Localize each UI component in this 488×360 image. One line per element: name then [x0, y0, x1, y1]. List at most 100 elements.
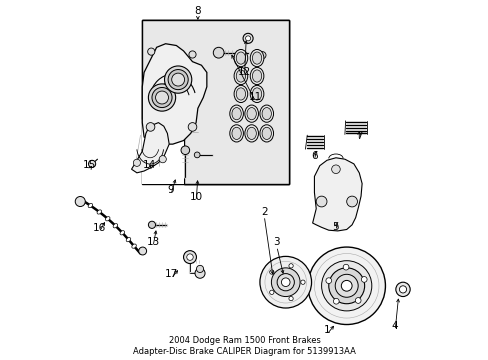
Text: 2: 2: [261, 207, 267, 217]
Text: 8: 8: [194, 6, 201, 16]
Circle shape: [148, 84, 175, 111]
Text: 11: 11: [248, 92, 262, 102]
Ellipse shape: [113, 224, 118, 228]
Circle shape: [277, 274, 294, 291]
Ellipse shape: [252, 70, 261, 82]
Polygon shape: [142, 44, 206, 144]
Circle shape: [133, 159, 140, 166]
Circle shape: [331, 165, 340, 174]
Text: 1: 1: [323, 325, 329, 335]
Text: 13: 13: [146, 237, 160, 247]
Circle shape: [321, 261, 371, 311]
Ellipse shape: [246, 127, 256, 139]
Circle shape: [88, 160, 96, 167]
Circle shape: [181, 146, 189, 154]
Ellipse shape: [244, 105, 258, 122]
Text: 5: 5: [332, 222, 339, 231]
Circle shape: [395, 282, 409, 297]
Text: 17: 17: [164, 269, 177, 279]
Text: 9: 9: [167, 185, 174, 195]
Ellipse shape: [250, 85, 264, 103]
Circle shape: [194, 152, 200, 158]
Ellipse shape: [252, 88, 261, 100]
Ellipse shape: [250, 67, 264, 85]
Ellipse shape: [246, 108, 256, 120]
Circle shape: [328, 268, 364, 304]
Circle shape: [307, 247, 385, 324]
Ellipse shape: [234, 49, 247, 67]
Circle shape: [243, 33, 253, 43]
Ellipse shape: [236, 88, 245, 100]
Circle shape: [343, 264, 348, 270]
Ellipse shape: [126, 238, 130, 242]
Polygon shape: [131, 123, 169, 173]
Ellipse shape: [234, 67, 247, 85]
Circle shape: [300, 280, 305, 284]
Circle shape: [399, 286, 406, 293]
Circle shape: [171, 73, 184, 86]
Text: 3: 3: [273, 237, 280, 247]
Circle shape: [152, 87, 172, 108]
Ellipse shape: [229, 105, 243, 122]
Ellipse shape: [120, 231, 124, 235]
Circle shape: [183, 251, 196, 264]
Circle shape: [164, 66, 191, 93]
Text: 14: 14: [142, 160, 156, 170]
Ellipse shape: [132, 244, 136, 248]
Circle shape: [325, 278, 331, 284]
Circle shape: [269, 270, 273, 274]
Ellipse shape: [262, 127, 271, 139]
Text: 12: 12: [237, 67, 251, 77]
Circle shape: [186, 254, 193, 260]
Circle shape: [346, 196, 357, 207]
Circle shape: [188, 123, 196, 131]
Ellipse shape: [260, 125, 273, 142]
Ellipse shape: [262, 108, 271, 120]
Circle shape: [288, 264, 293, 268]
Text: 7: 7: [355, 131, 362, 141]
Circle shape: [335, 274, 357, 297]
Ellipse shape: [97, 210, 102, 214]
Circle shape: [281, 278, 289, 287]
Ellipse shape: [105, 217, 110, 221]
Ellipse shape: [236, 70, 245, 82]
Circle shape: [159, 156, 166, 163]
Ellipse shape: [250, 49, 264, 67]
Ellipse shape: [234, 85, 247, 103]
Ellipse shape: [252, 52, 261, 64]
Circle shape: [146, 123, 155, 131]
Circle shape: [168, 69, 188, 90]
Polygon shape: [312, 158, 362, 231]
Circle shape: [213, 47, 224, 58]
Circle shape: [75, 197, 85, 207]
Polygon shape: [142, 21, 289, 184]
Circle shape: [195, 268, 204, 278]
Circle shape: [245, 36, 250, 41]
Polygon shape: [142, 21, 289, 184]
Text: 15: 15: [83, 160, 96, 170]
Ellipse shape: [231, 127, 241, 139]
Bar: [142, 119, 183, 184]
Circle shape: [188, 51, 196, 58]
Circle shape: [148, 221, 155, 228]
Circle shape: [155, 91, 168, 104]
Ellipse shape: [236, 52, 245, 64]
Ellipse shape: [88, 203, 92, 208]
Ellipse shape: [231, 108, 241, 120]
Circle shape: [288, 296, 293, 301]
Text: 16: 16: [92, 223, 106, 233]
Circle shape: [269, 290, 273, 294]
Circle shape: [355, 298, 360, 303]
Circle shape: [147, 48, 155, 55]
Text: 2004 Dodge Ram 1500 Front Brakes
Adapter-Disc Brake CALIPER Diagram for 5139913A: 2004 Dodge Ram 1500 Front Brakes Adapter…: [133, 336, 355, 356]
Circle shape: [341, 280, 351, 291]
Circle shape: [361, 276, 366, 282]
Circle shape: [260, 256, 311, 308]
Circle shape: [316, 196, 326, 207]
Ellipse shape: [229, 125, 243, 142]
Ellipse shape: [260, 105, 273, 122]
Circle shape: [333, 298, 339, 304]
Text: 4: 4: [391, 321, 398, 331]
Circle shape: [258, 51, 265, 59]
Circle shape: [139, 247, 146, 255]
